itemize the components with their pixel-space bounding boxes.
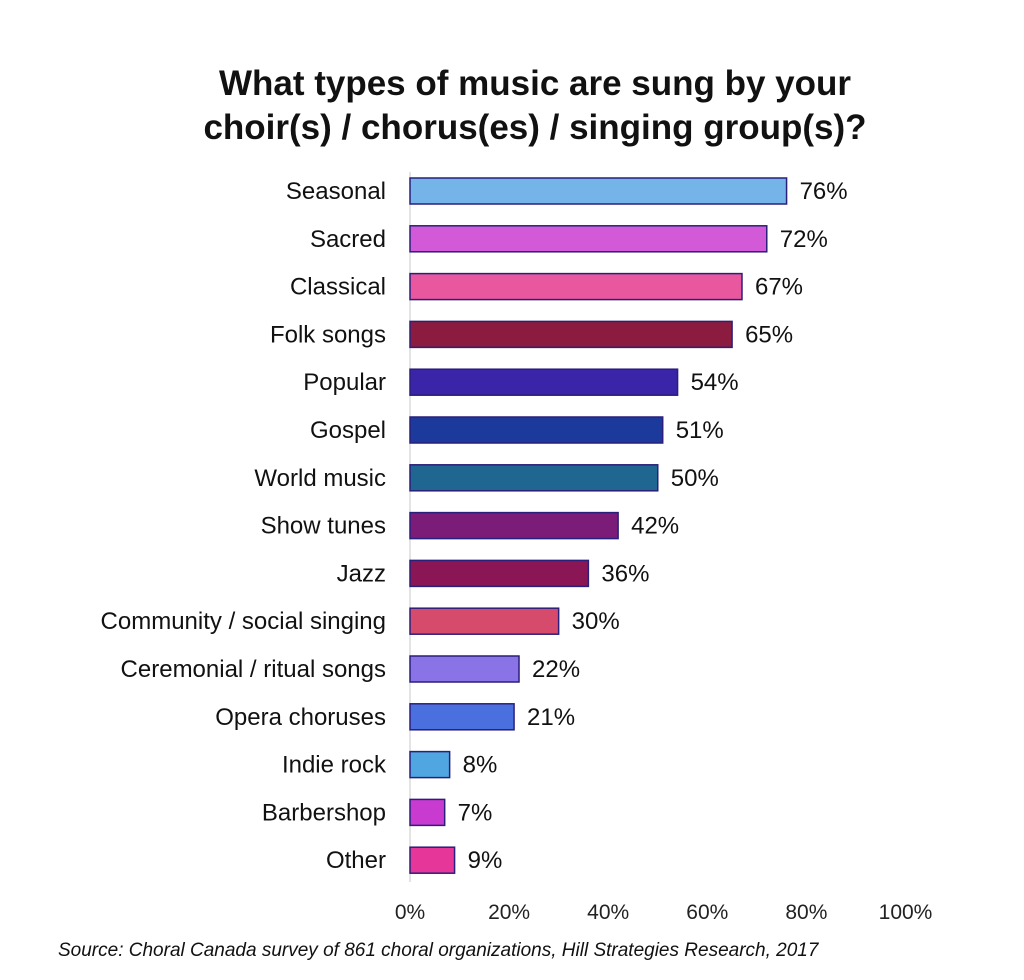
category-label: Sacred bbox=[310, 226, 386, 253]
chart-title-line-2: choir(s) / chorus(es) / singing group(s)… bbox=[203, 108, 867, 147]
value-label: 51% bbox=[676, 417, 724, 444]
value-label: 9% bbox=[468, 847, 503, 874]
source-note: Source: Choral Canada survey of 861 chor… bbox=[58, 940, 819, 961]
x-tick-label: 0% bbox=[395, 901, 425, 924]
value-label: 65% bbox=[745, 321, 793, 348]
chart-title-line-1: What types of music are sung by your bbox=[218, 64, 852, 103]
bar bbox=[409, 464, 659, 492]
value-label: 67% bbox=[755, 274, 803, 301]
category-label: Gospel bbox=[310, 417, 386, 444]
category-label: World music bbox=[254, 465, 386, 492]
bar bbox=[409, 607, 560, 635]
bar bbox=[409, 655, 520, 683]
category-label: Show tunes bbox=[261, 513, 386, 540]
x-tick-label: 60% bbox=[686, 901, 728, 924]
bar bbox=[409, 846, 456, 874]
category-label: Community / social singing bbox=[101, 608, 386, 635]
bar bbox=[409, 559, 590, 588]
x-tick-label: 40% bbox=[587, 901, 629, 924]
category-label: Jazz bbox=[337, 560, 386, 587]
bar bbox=[409, 272, 743, 301]
bar bbox=[409, 368, 679, 396]
value-label: 76% bbox=[800, 178, 848, 205]
category-label: Folk songs bbox=[270, 321, 386, 348]
value-label: 30% bbox=[572, 608, 620, 635]
chart-title: What types of music are sung by your cho… bbox=[0, 62, 1024, 150]
bar bbox=[409, 225, 768, 253]
value-label: 42% bbox=[631, 513, 679, 540]
bar bbox=[409, 416, 664, 444]
bar-chart: Seasonal 76% Sacred 72% Classical 67% Folk son… bbox=[101, 172, 933, 924]
x-tick-label: 20% bbox=[488, 901, 530, 924]
value-label: 36% bbox=[601, 560, 649, 587]
category-label: Popular bbox=[303, 369, 386, 396]
category-label: Classical bbox=[290, 274, 386, 301]
category-label: Indie rock bbox=[282, 752, 387, 779]
bar bbox=[409, 320, 733, 349]
x-tick-label: 80% bbox=[785, 901, 827, 924]
bar bbox=[409, 750, 451, 779]
bar bbox=[409, 798, 446, 827]
value-label: 7% bbox=[458, 799, 493, 826]
x-tick-label: 100% bbox=[879, 901, 933, 924]
value-label: 72% bbox=[780, 226, 828, 253]
category-label: Seasonal bbox=[286, 178, 386, 205]
bar bbox=[409, 177, 788, 205]
bar bbox=[409, 703, 515, 731]
value-label: 50% bbox=[671, 465, 719, 492]
value-label: 54% bbox=[691, 369, 739, 396]
category-label: Barbershop bbox=[262, 799, 386, 826]
category-label: Ceremonial / ritual songs bbox=[121, 656, 386, 683]
value-label: 21% bbox=[527, 704, 575, 731]
value-label: 8% bbox=[463, 752, 498, 779]
value-label: 22% bbox=[532, 656, 580, 683]
bar bbox=[409, 511, 619, 540]
category-label: Other bbox=[326, 847, 386, 874]
category-label: Opera choruses bbox=[215, 704, 386, 731]
